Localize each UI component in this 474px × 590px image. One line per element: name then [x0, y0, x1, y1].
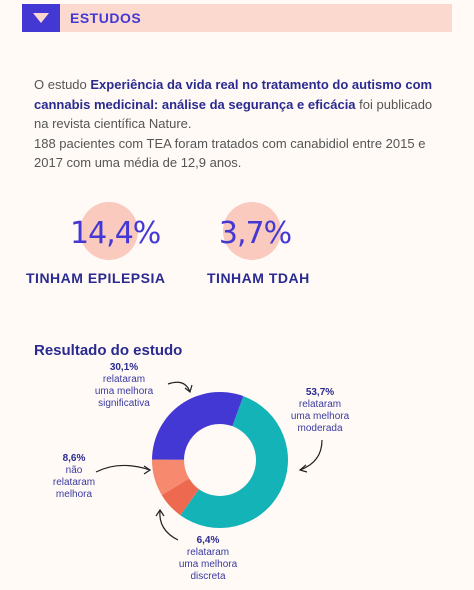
- section-header: ESTUDOS: [22, 4, 452, 32]
- intro-p1-start: O estudo: [34, 77, 91, 92]
- callout-pct: 30,1%: [109, 362, 139, 373]
- callout-line: relataram: [102, 374, 146, 385]
- stat-value: 14,4%: [70, 216, 161, 251]
- callout-line: relataram: [186, 547, 230, 558]
- callout-line: discreta: [190, 571, 226, 582]
- callout-pct: 6,4%: [196, 535, 220, 546]
- callout-line: uma melhora: [290, 411, 350, 422]
- stat-circle: [223, 202, 281, 260]
- section-title: ESTUDOS: [70, 10, 142, 26]
- arrow-significativa: [167, 381, 191, 393]
- callout-arrows: [95, 381, 323, 541]
- callout-line: uma melhora: [94, 386, 154, 397]
- arrow-discreta-head: [155, 508, 165, 517]
- stat-circle: [80, 202, 138, 260]
- callout-significativa: 30,1% relataram uma melhora significativ…: [84, 362, 164, 410]
- callout-line: não: [65, 465, 83, 476]
- intro-p2: 188 pacientes com TEA foram tratados com…: [34, 135, 426, 171]
- callout-moderada: 53,7% relataram uma melhora moderada: [280, 387, 360, 435]
- stat-label: TINHAM TDAH: [207, 270, 310, 286]
- donut-slice-discreta: [161, 478, 199, 516]
- arrow-moderada-head: [298, 464, 308, 473]
- triangle-down-icon: [33, 13, 49, 23]
- donut-slice-nao-relataram: [152, 459, 190, 495]
- callout-pct: 53,7%: [305, 387, 335, 398]
- donut-slice-significativa: [152, 392, 244, 460]
- stat-tdah: 3,7% TINHAM TDAH: [207, 200, 309, 300]
- intro-p1-end: foi publicado na revista científica Natu…: [34, 96, 433, 132]
- callout-pct: 8,6%: [62, 453, 86, 464]
- callout-line: relataram: [52, 477, 96, 488]
- donut-slice-moderada: [180, 396, 288, 528]
- arrow-significativa-head: [184, 384, 193, 394]
- stat-label: TINHAM EPILEPSIA: [26, 270, 166, 286]
- collapse-toggle[interactable]: [22, 4, 60, 32]
- study-title: Experiência da vida real no tratamento d…: [34, 77, 433, 112]
- arrow-nao-relataram-head: [143, 465, 152, 475]
- callout-line: significativa: [98, 398, 150, 409]
- arrow-moderada: [299, 439, 323, 471]
- callout-nao-relataram: 8,6% não relataram melhora: [44, 453, 104, 501]
- callout-discreta: 6,4% relataram uma melhora discreta: [168, 535, 248, 583]
- callout-line: relataram: [298, 399, 342, 410]
- stat-value: 3,7%: [218, 216, 292, 251]
- arrow-nao-relataram: [95, 464, 151, 473]
- callout-line: moderada: [297, 423, 343, 434]
- stat-epilepsia: 14,4% TINHAM EPILEPSIA: [26, 200, 165, 300]
- arrow-discreta: [159, 509, 179, 541]
- callout-line: uma melhora: [178, 559, 238, 570]
- callout-line: melhora: [55, 489, 93, 500]
- result-title: Resultado do estudo: [34, 342, 183, 359]
- intro-text: O estudo Experiência da vida real no tra…: [34, 75, 434, 173]
